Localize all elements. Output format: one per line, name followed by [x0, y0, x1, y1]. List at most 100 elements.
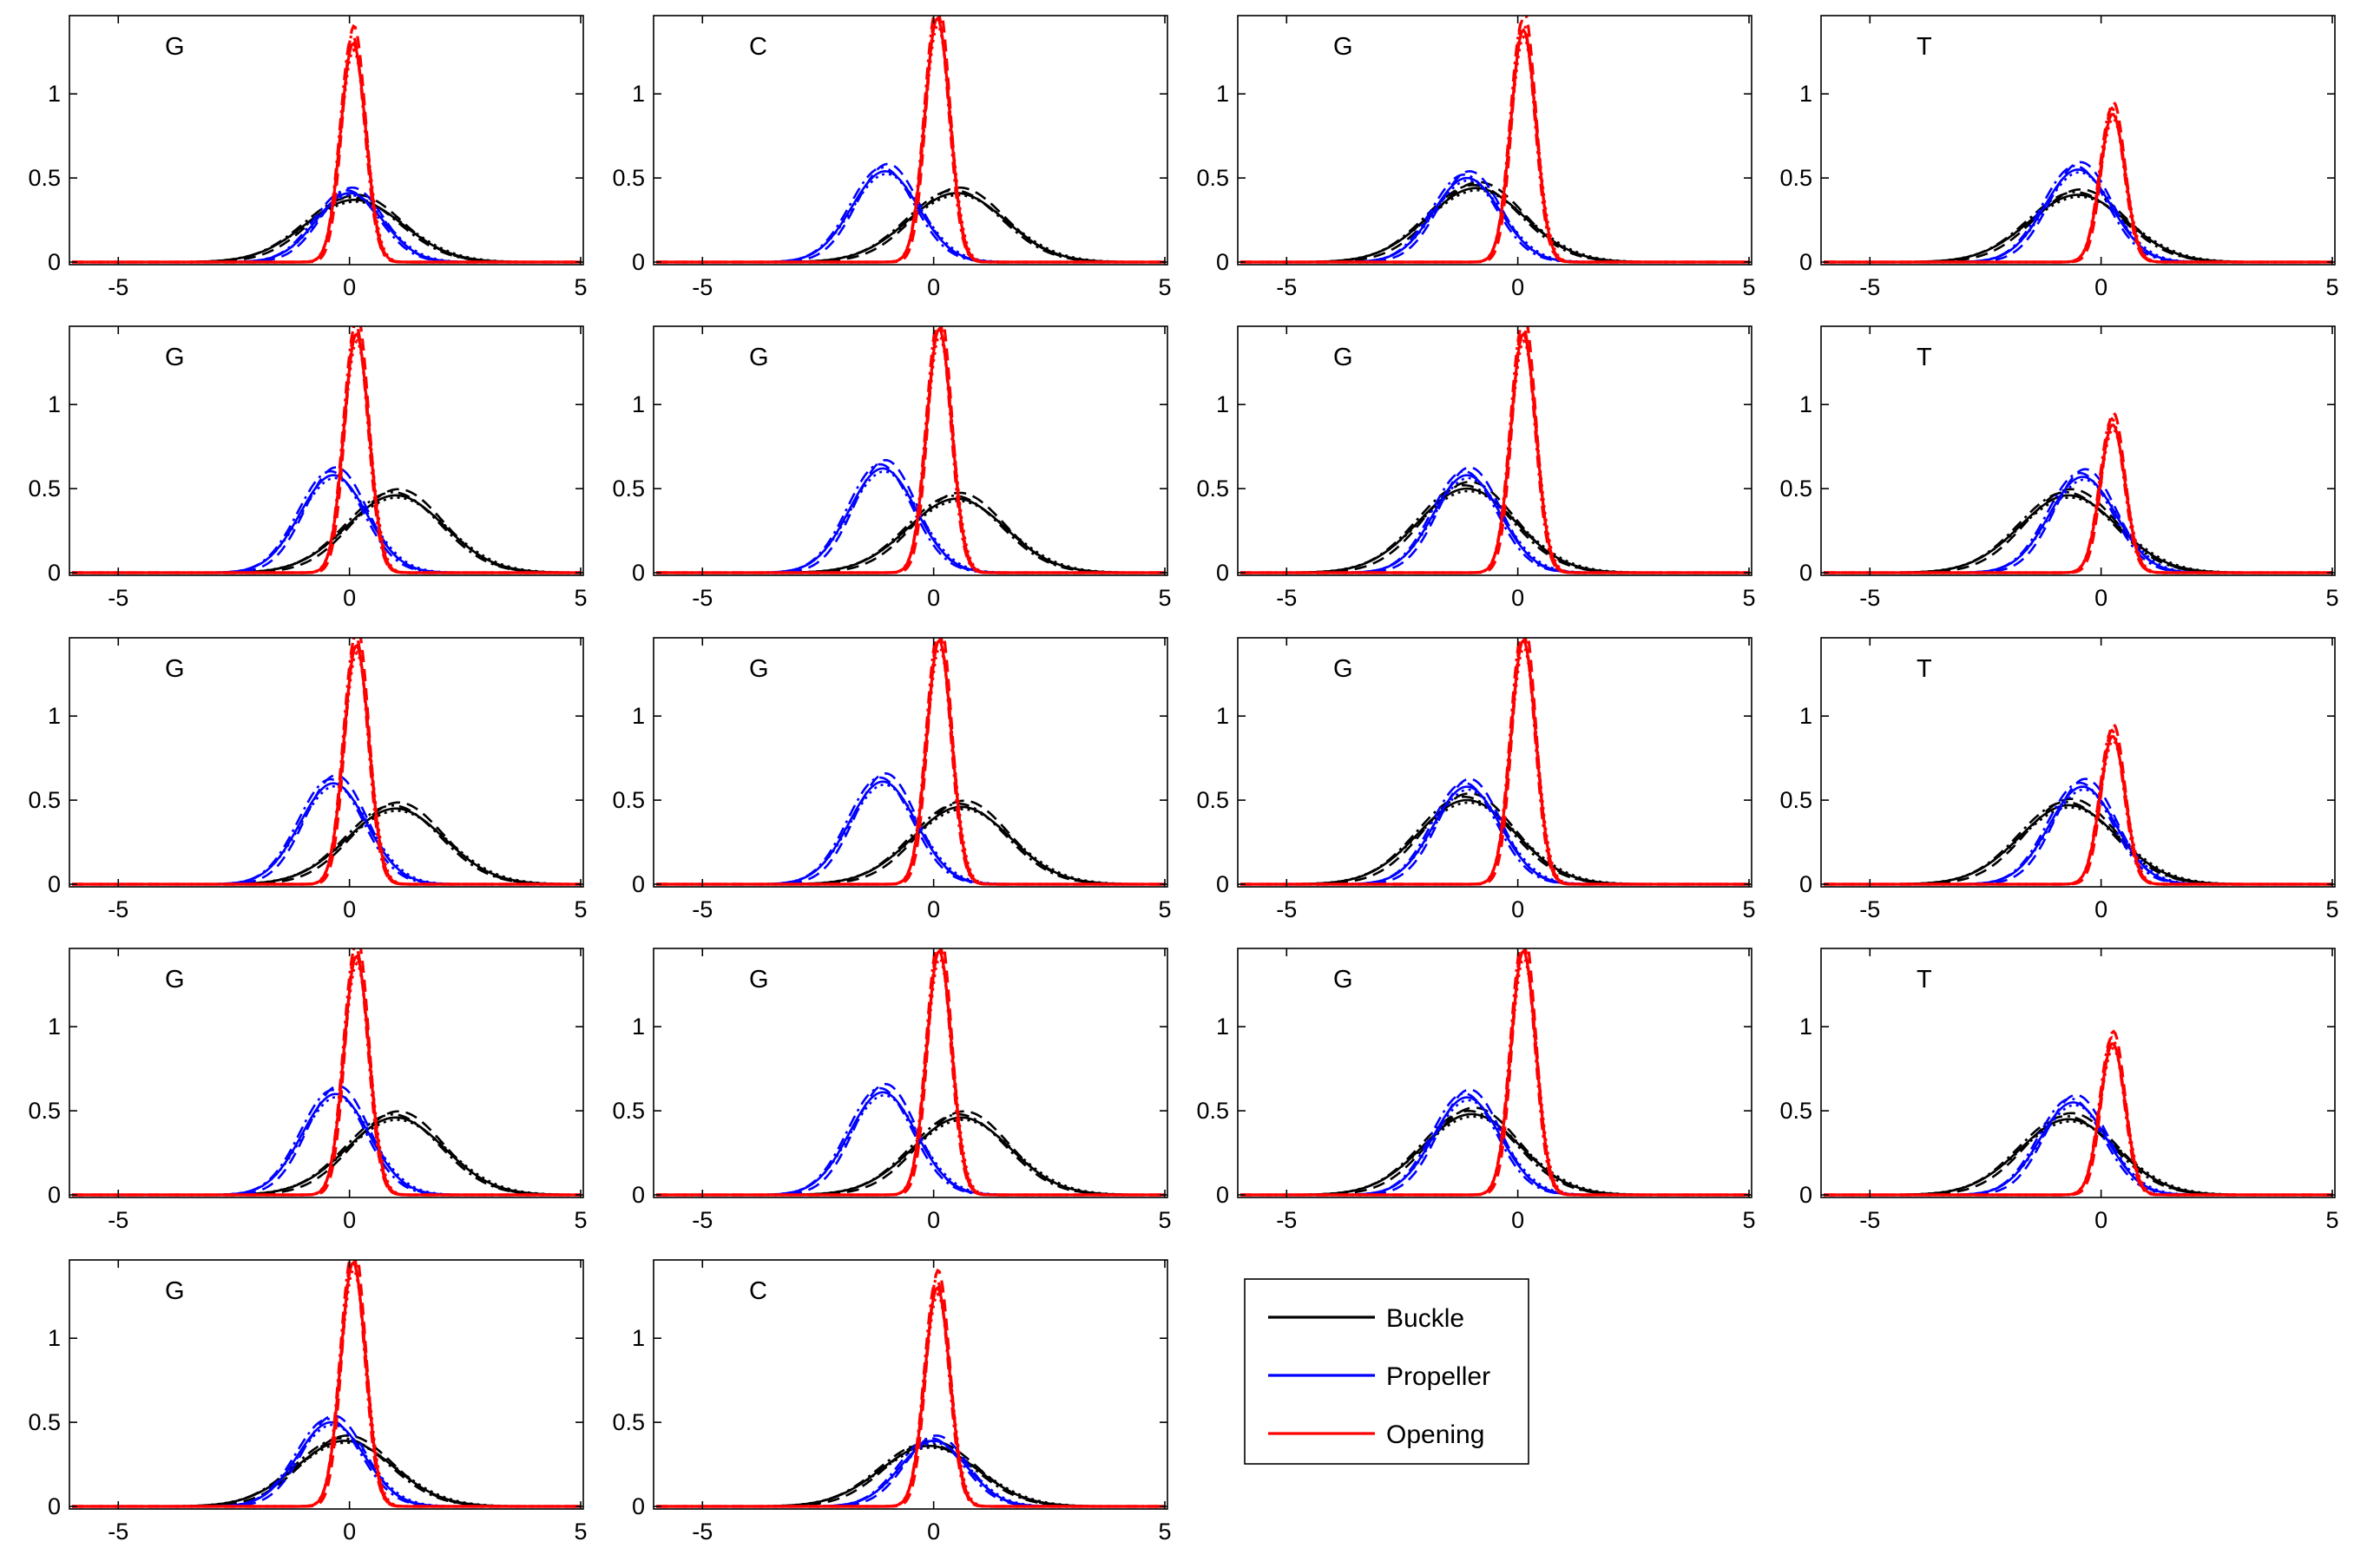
opening-curve-dotted	[1824, 116, 2332, 264]
panel-curves	[656, 1268, 1165, 1508]
panel-base-label: G	[165, 1277, 185, 1305]
y-tick-label: 0	[632, 1493, 645, 1519]
x-tick-label: 0	[1511, 585, 1524, 611]
x-tick-label: -5	[1276, 1207, 1297, 1233]
opening-curve-dotted	[656, 646, 1165, 886]
panel-grid: G -5 0 5 0 0.5 1 C -5 0 5 0 0.5 1 G -5 0 5 0 0.5 1 T -5 0 5 0 0.5 1…	[28, 15, 2339, 1545]
x-tick-label: 5	[574, 585, 587, 611]
panel-curves	[72, 326, 582, 574]
panel-frame	[653, 325, 1168, 576]
panel-frame	[653, 637, 1168, 888]
opening-curve-dotted	[1824, 738, 2332, 886]
x-tick-label: 5	[1742, 585, 1755, 611]
y-tick-label: 0.5	[28, 787, 61, 813]
panel-2: C -5 0 5 0 0.5 1	[612, 15, 1172, 300]
x-tick-label: -5	[692, 896, 713, 922]
legend-label-buckle: Buckle	[1386, 1304, 1464, 1333]
legend-label-propeller: Propeller	[1386, 1362, 1490, 1391]
y-tick-label: 0	[1216, 560, 1229, 586]
panel-frame	[653, 15, 1168, 266]
panel-17: G -5 0 5 0 0.5 1	[28, 1259, 588, 1545]
panel-frame	[69, 325, 584, 576]
opening-curve-dotted	[1824, 1046, 2332, 1197]
x-tick-label: -5	[692, 585, 713, 611]
x-tick-label: 5	[2325, 896, 2338, 922]
x-tick-label: -5	[1859, 585, 1880, 611]
y-tick-label: 0	[1799, 871, 1812, 897]
panel-base-label: C	[749, 33, 767, 61]
x-tick-label: 0	[927, 1519, 940, 1545]
y-tick-label: 0	[1799, 560, 1812, 586]
y-tick-label: 1	[1799, 1014, 1812, 1040]
y-tick-label: 0	[632, 249, 645, 275]
opening-curve-dotted	[72, 650, 581, 886]
x-tick-label: 0	[1511, 1207, 1524, 1233]
x-tick-label: 0	[2094, 1207, 2107, 1233]
panel-18: C -5 0 5 0 0.5 1	[612, 1259, 1172, 1545]
panel-15: G -5 0 5 0 0.5 1	[1196, 948, 1756, 1233]
panel-9: G -5 0 5 0 0.5 1	[28, 637, 588, 922]
y-tick-label: 0	[48, 249, 61, 275]
panel-frame	[1820, 948, 2336, 1198]
panel-16: T -5 0 5 0 0.5 1	[1779, 948, 2339, 1233]
y-tick-label: 1	[1216, 391, 1229, 417]
panel-5: G -5 0 5 0 0.5 1	[28, 325, 588, 611]
y-tick-label: 0.5	[612, 787, 645, 813]
y-tick-label: 0	[1216, 249, 1229, 275]
x-tick-label: 5	[2325, 1207, 2338, 1233]
panel-frame	[1237, 325, 1752, 576]
y-tick-label: 1	[632, 1014, 645, 1040]
x-tick-label: 0	[343, 1207, 356, 1233]
x-tick-label: 0	[927, 274, 940, 300]
x-tick-label: 0	[927, 1207, 940, 1233]
panel-curves	[72, 23, 581, 264]
y-tick-label: 1	[1216, 703, 1229, 729]
x-tick-label: -5	[1276, 896, 1297, 922]
x-tick-label: 0	[343, 1519, 356, 1545]
panel-curves	[1824, 100, 2332, 264]
y-tick-label: 0.5	[1779, 476, 1812, 502]
panel-3: G -5 0 5 0 0.5 1	[1196, 15, 1756, 300]
x-tick-label: 0	[927, 896, 940, 922]
panel-frame	[653, 948, 1168, 1198]
x-tick-label: 0	[2094, 585, 2107, 611]
y-tick-label: 0.5	[612, 1098, 645, 1124]
panel-base-label: G	[1333, 655, 1353, 683]
x-tick-label: 5	[1158, 274, 1171, 300]
x-tick-label: 5	[1158, 1519, 1171, 1545]
x-tick-label: 5	[574, 1519, 587, 1545]
y-tick-label: 0.5	[612, 1409, 645, 1435]
panel-curves	[72, 638, 582, 886]
x-tick-label: 5	[1158, 585, 1171, 611]
panel-base-label: G	[165, 655, 185, 683]
panel-10: G -5 0 5 0 0.5 1	[612, 637, 1172, 922]
panel-curves	[656, 638, 1166, 886]
opening-curve-dotted	[1240, 35, 1749, 264]
opening-curve-dotted	[656, 334, 1165, 574]
panel-12: T -5 0 5 0 0.5 1	[1779, 637, 2339, 922]
panel-curves	[656, 16, 1165, 264]
panel-14: G -5 0 5 0 0.5 1	[612, 948, 1172, 1233]
panel-curves	[656, 948, 1166, 1197]
x-tick-label: -5	[1859, 274, 1880, 300]
x-tick-label: 0	[1511, 896, 1524, 922]
panel-frame	[653, 1259, 1168, 1510]
panel-base-label: T	[1917, 966, 1932, 994]
panel-6: G -5 0 5 0 0.5 1	[612, 325, 1172, 611]
y-tick-label: 1	[632, 1325, 645, 1351]
opening-curve-dotted	[656, 956, 1165, 1197]
opening-curve-dotted	[656, 1292, 1165, 1508]
panel-base-label: G	[165, 966, 185, 994]
panel-4: T -5 0 5 0 0.5 1	[1779, 15, 2339, 300]
y-tick-label: 0.5	[28, 1098, 61, 1124]
y-tick-label: 0.5	[1196, 787, 1229, 813]
y-tick-label: 0.5	[1196, 476, 1229, 502]
opening-curve-dotted	[1240, 646, 1749, 886]
panel-frame	[1237, 15, 1752, 266]
panel-base-label: G	[165, 344, 185, 371]
panel-frame	[1237, 948, 1752, 1198]
panel-8: T -5 0 5 0 0.5 1	[1779, 325, 2339, 611]
x-tick-label: -5	[1276, 585, 1297, 611]
x-tick-label: 5	[574, 896, 587, 922]
panel-base-label: G	[165, 33, 185, 61]
